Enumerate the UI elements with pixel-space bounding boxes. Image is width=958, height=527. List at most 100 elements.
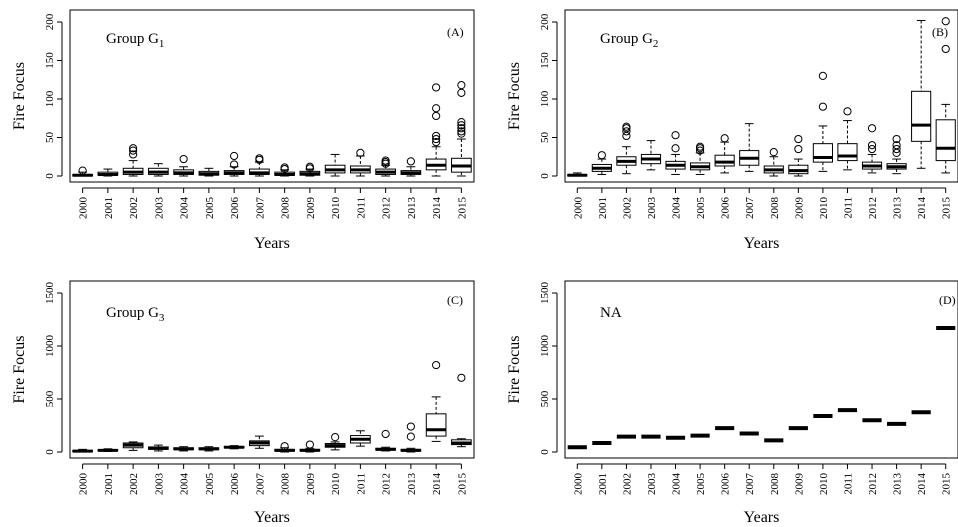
y-tick-label: 1500 xyxy=(539,282,551,305)
outlier-point xyxy=(457,88,466,97)
outlier-point xyxy=(179,154,188,164)
x-tick-label: 2012 xyxy=(381,473,393,495)
x-axis-title: Years xyxy=(744,235,780,252)
y-axis-title: Fire Focus xyxy=(11,336,28,404)
x-tick-label: 2009 xyxy=(305,197,317,220)
box-2003 xyxy=(148,444,169,452)
x-tick-label: 2010 xyxy=(818,197,830,220)
outlier-point xyxy=(457,373,466,382)
box-2000 xyxy=(72,166,93,177)
outlier-point xyxy=(867,141,877,150)
box-2010 xyxy=(324,153,346,177)
outlier-point xyxy=(78,166,87,175)
outlier-point xyxy=(843,107,852,116)
outlier-point xyxy=(406,157,415,166)
outlier-point xyxy=(381,156,390,165)
x-tick-label: 2005 xyxy=(204,473,216,496)
x-tick-label: 2010 xyxy=(330,473,342,496)
box-2012 xyxy=(375,429,396,452)
y-axis-title: Fire Focus xyxy=(506,62,523,130)
x-tick-label: 2014 xyxy=(431,197,443,220)
box-2010 xyxy=(812,71,833,172)
y-tick-label: 200 xyxy=(44,13,56,30)
x-tick-label: 2004 xyxy=(671,473,683,496)
y-axis-title: Fire Focus xyxy=(506,336,523,404)
x-tick-label: 2012 xyxy=(381,197,393,219)
y-tick-label: 150 xyxy=(539,52,551,69)
plot-frame xyxy=(564,280,958,459)
x-tick-label: 2012 xyxy=(867,473,879,495)
box-2015 xyxy=(451,373,472,448)
outlier-point xyxy=(280,442,289,451)
x-tick-label: 2014 xyxy=(916,473,928,496)
outlier-point xyxy=(671,144,680,153)
outlier-point xyxy=(892,144,901,154)
box-2013 xyxy=(886,134,907,175)
box-2005 xyxy=(690,142,711,175)
box-2010 xyxy=(324,433,346,451)
x-tick-label: 2010 xyxy=(818,473,830,496)
panel-tag: (C) xyxy=(447,293,463,307)
box-2005 xyxy=(198,446,220,452)
outlier-point xyxy=(280,163,289,172)
box-2014 xyxy=(425,360,447,442)
outlier-point xyxy=(432,134,441,144)
x-axis-title: Years xyxy=(744,509,780,526)
outlier-point xyxy=(695,146,705,155)
x-tick-label: 2005 xyxy=(204,197,216,220)
y-tick-label: 150 xyxy=(44,52,56,69)
outlier-point xyxy=(432,104,441,113)
outlier-point xyxy=(941,17,950,26)
x-tick-label: 2007 xyxy=(254,473,266,496)
x-tick-label: 2011 xyxy=(355,473,367,495)
box-2008 xyxy=(274,442,295,453)
x-tick-label: 2006 xyxy=(229,473,241,496)
x-tick-label: 2001 xyxy=(597,197,609,219)
x-tick-label: 2011 xyxy=(355,197,367,219)
outlier-point xyxy=(818,71,828,81)
outlier-point xyxy=(769,148,778,157)
x-tick-label: 2012 xyxy=(867,197,879,219)
x-tick-label: 2003 xyxy=(153,197,165,220)
panel-3: 0 500 1000 1500 2000 2001 2002 2003 2004 2005 2006… xyxy=(11,280,475,526)
outlier-point xyxy=(622,127,631,136)
x-tick-label: 2014 xyxy=(431,473,443,496)
y-axis-title: Fire Focus xyxy=(11,62,28,130)
x-tick-label: 2002 xyxy=(128,197,140,219)
box-2008 xyxy=(763,148,784,177)
outlier-point xyxy=(622,122,631,131)
x-tick-label: 2000 xyxy=(572,473,584,496)
box-iqr xyxy=(714,154,735,167)
x-tick-label: 2015 xyxy=(941,473,953,496)
y-tick-label: 0 xyxy=(44,449,56,455)
box-2011 xyxy=(350,148,371,177)
x-tick-label: 2007 xyxy=(744,197,756,220)
x-tick-label: 2001 xyxy=(103,473,115,495)
group-label: Group G1 xyxy=(106,31,164,50)
box-iqr xyxy=(837,143,858,162)
outlier-point xyxy=(432,83,441,92)
x-tick-label: 2005 xyxy=(695,197,707,220)
outlier-point xyxy=(457,124,466,133)
y-tick-label: 500 xyxy=(539,390,551,407)
outlier-point xyxy=(818,102,828,111)
x-tick-label: 2003 xyxy=(646,197,658,220)
x-tick-label: 2007 xyxy=(744,473,756,496)
outlier-point xyxy=(381,429,390,439)
box-2002 xyxy=(122,144,144,177)
x-tick-label: 2008 xyxy=(769,197,781,220)
x-tick-label: 2008 xyxy=(280,473,292,496)
outlier-point xyxy=(457,81,466,90)
plot-frame xyxy=(564,9,958,183)
y-tick-label: 1500 xyxy=(44,282,56,305)
y-tick-label: 200 xyxy=(539,13,551,30)
box-2004 xyxy=(173,154,194,177)
x-tick-label: 2002 xyxy=(621,473,633,495)
y-tick-label: 50 xyxy=(539,132,551,144)
outlier-point xyxy=(671,131,680,140)
box-2007 xyxy=(739,123,760,172)
panel-tag: (B) xyxy=(932,25,948,39)
x-tick-label: 2014 xyxy=(916,197,928,220)
x-tick-label: 2002 xyxy=(621,197,633,219)
outlier-point xyxy=(356,148,365,157)
